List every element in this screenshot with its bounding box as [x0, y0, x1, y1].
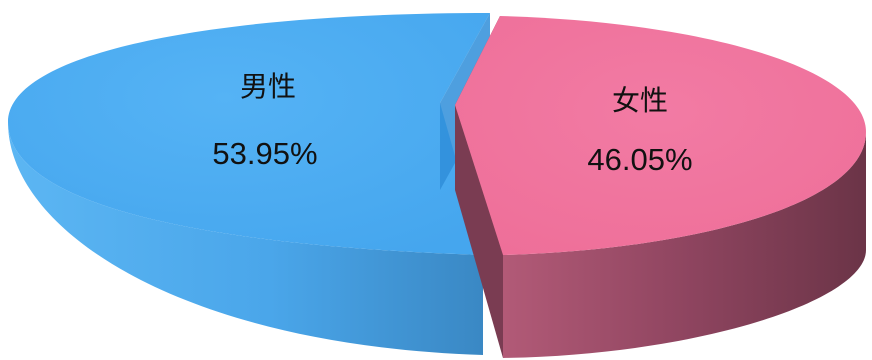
value-label-female: 46.05%	[587, 142, 692, 177]
pie-slice-female-top	[455, 16, 866, 255]
pie-slice-female-side	[503, 132, 866, 358]
pie-slice-male	[8, 13, 490, 355]
pie-slice-male-side	[8, 122, 483, 355]
value-label-male: 53.95%	[212, 136, 317, 171]
category-label-male: 男性	[240, 70, 296, 103]
pie-slice-male-top	[8, 13, 490, 255]
pie-slice-female	[455, 16, 866, 358]
category-label-female: 女性	[612, 84, 668, 117]
